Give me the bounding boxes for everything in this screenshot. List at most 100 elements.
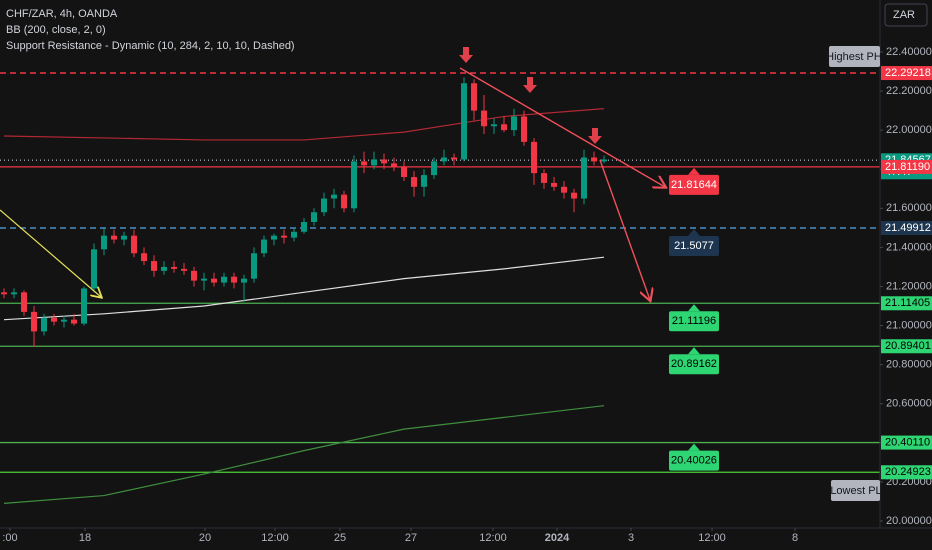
indicator-line — [3, 405, 605, 504]
candle-body — [121, 235, 127, 240]
candle-body — [371, 159, 377, 166]
candle-body — [111, 235, 117, 240]
annotation-box — [829, 46, 880, 67]
candle-body — [241, 278, 247, 283]
candle-body — [191, 270, 197, 281]
candle-body — [261, 239, 267, 254]
x-tick-label: 8 — [792, 532, 798, 544]
price-label-box — [881, 66, 932, 81]
indicator-line — [3, 256, 605, 321]
candle-body — [131, 235, 137, 254]
zone-label-box — [669, 450, 719, 471]
x-tick-label: 18 — [79, 532, 91, 544]
candle-body — [421, 175, 427, 187]
price-label: 20.89401 — [885, 340, 931, 352]
candle-body — [231, 276, 237, 283]
price-label: 21.81190 — [885, 161, 930, 173]
zone-pointer — [688, 443, 700, 451]
zone-pointer — [688, 304, 700, 312]
axis-layer: 20.0000020.2000020.4000020.6000020.80000… — [2, 46, 932, 544]
candle-body — [91, 249, 97, 289]
candle-body — [21, 292, 27, 312]
candle-body — [141, 253, 147, 262]
candle-body — [11, 292, 17, 295]
zone-label-box — [669, 354, 719, 375]
price-label-box — [881, 339, 932, 354]
zone-label: 21.81644 — [671, 179, 717, 191]
zone-label-box — [669, 236, 719, 257]
x-tick-label: :00 — [2, 532, 17, 544]
zone-label: 21.11196 — [672, 315, 716, 327]
price-label: 21.11405 — [885, 297, 930, 309]
arrow — [0, 209, 101, 297]
down-marker — [459, 47, 473, 63]
candle-body — [311, 212, 317, 222]
candle-body — [41, 317, 47, 332]
annotation-box — [831, 480, 880, 501]
candle-body — [461, 83, 467, 160]
price-label-box — [881, 435, 932, 450]
y-tick-label: 20.80000 — [886, 359, 932, 371]
candle-body — [601, 159, 607, 162]
candle-body — [581, 157, 587, 199]
y-tick-label: 20.00000 — [886, 515, 932, 527]
candle-body — [71, 319, 77, 324]
candle-body — [331, 194, 337, 199]
candle-body — [161, 266, 167, 271]
candle-body — [481, 110, 487, 127]
candle-body — [81, 288, 87, 324]
candle-body — [431, 161, 437, 176]
candle-body — [511, 116, 517, 131]
zone-pointer — [688, 229, 700, 237]
candle-body — [301, 221, 307, 232]
x-tick-label: 25 — [334, 532, 346, 544]
zone-label: 21.5077 — [674, 240, 714, 252]
currency-label: ZAR — [893, 9, 915, 21]
price-label-box — [881, 465, 932, 480]
arrow — [599, 159, 650, 300]
price-label: 22.29218 — [885, 67, 931, 79]
down-marker — [588, 128, 602, 144]
candle-body — [251, 253, 257, 279]
y-tick-label: 21.40000 — [886, 241, 932, 253]
zone-label-box — [669, 311, 719, 332]
y-tick-label: 21.20000 — [886, 280, 932, 292]
price-label-box — [881, 296, 932, 311]
currency-button[interactable] — [884, 3, 928, 27]
x-tick-label: 12:00 — [261, 532, 289, 544]
price-label: 20.40110 — [885, 436, 930, 448]
indicator-label: Support Resistance - Dynamic (10, 284, 2… — [6, 40, 295, 52]
down-marker — [523, 77, 537, 93]
annotation: Highest PH — [826, 51, 882, 63]
candle-body — [591, 157, 597, 162]
y-tick-label: 22.40000 — [886, 46, 932, 58]
price-label: 21.49912 — [885, 222, 931, 234]
indicator-label: BB (200, close, 2, 0) — [6, 24, 106, 36]
zone-label-box — [669, 174, 719, 195]
candle-body — [541, 173, 547, 183]
annotation: Lowest PL — [830, 485, 881, 497]
candle-body — [31, 311, 37, 332]
candle-body — [531, 141, 537, 174]
candle-body — [521, 116, 527, 142]
trend-line — [459, 67, 665, 187]
x-tick-label: 12:00 — [698, 532, 726, 544]
candle-body — [571, 192, 577, 199]
candle-body — [441, 157, 447, 162]
candle-body — [291, 231, 297, 238]
candle-body — [561, 186, 567, 193]
candle-body — [51, 317, 57, 322]
plot-area: 21.81644 21.5077 21.11196 20.89162 20.40026 — [0, 72, 880, 504]
candle-body — [401, 167, 407, 178]
candle-body — [491, 124, 497, 127]
candle-body — [411, 177, 417, 187]
x-tick-label: 27 — [405, 532, 417, 544]
candle-body — [101, 235, 107, 250]
candle-body — [471, 83, 477, 111]
y-tick-label: 22.20000 — [886, 85, 932, 97]
y-tick-label: 20.60000 — [886, 398, 932, 410]
candle-body — [181, 268, 187, 271]
candle-body — [211, 278, 217, 283]
